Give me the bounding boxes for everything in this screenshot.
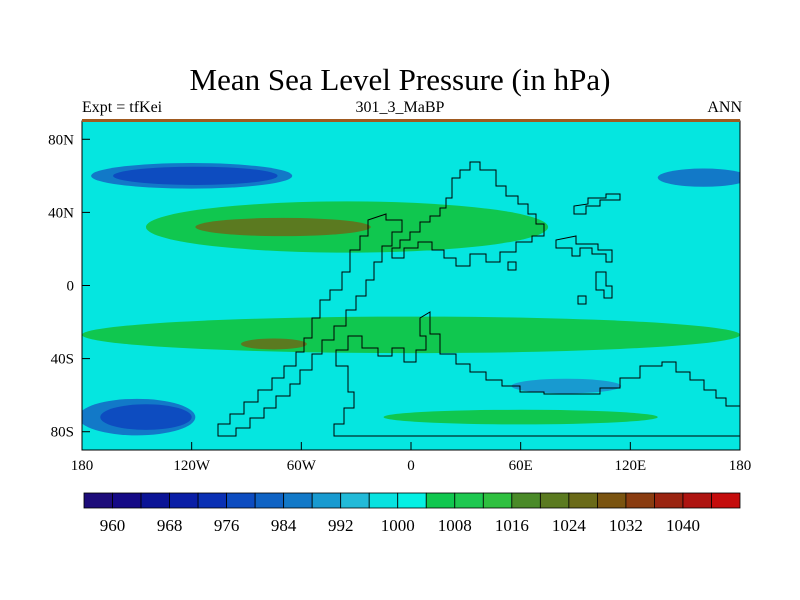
experiment-label: Expt = tfKei	[82, 99, 163, 116]
island-outline-4	[555, 235, 613, 263]
colorbar-label-5: 1000	[380, 516, 415, 535]
longitude-axis: 180 120W 60W 0 60E 120E 180	[71, 442, 752, 474]
colorbar-box-13	[454, 492, 484, 509]
lon-tick-label-5: 120E	[614, 458, 646, 474]
lon-tick-label-1: 120W	[173, 458, 211, 474]
pressure-region-10	[383, 409, 658, 425]
pressure-region-8	[100, 404, 192, 430]
case-label: 301_3_MaBP	[355, 99, 445, 116]
figure-title: Mean Sea Level Pressure (in hPa)	[189, 62, 611, 97]
colorbar-box-5	[226, 492, 256, 509]
colorbar-box-3	[169, 492, 199, 509]
island-outline-3	[577, 295, 587, 305]
island-outline-2	[595, 271, 613, 299]
colorbar-box-2	[140, 492, 170, 509]
colorbar-box-18	[596, 492, 627, 509]
colorbar-box-6	[254, 492, 285, 509]
colorbar-label-8: 1024	[551, 516, 586, 535]
colorbar-box-17	[568, 492, 598, 509]
pressure-region-2	[657, 168, 740, 187]
pressure-region-5	[82, 316, 740, 354]
pressure-region-1	[113, 166, 278, 185]
pressure-region-6	[241, 338, 307, 350]
continent-outline-north	[391, 161, 545, 267]
colorbar-box-21	[682, 492, 712, 509]
lat-tick-label-4: 80S	[51, 425, 74, 441]
island-outline-1	[573, 193, 621, 215]
colorbar-box-9	[340, 492, 370, 509]
colorbar-box-16	[539, 492, 570, 509]
continent-outline-west	[217, 213, 403, 437]
colorbar-box-8	[311, 492, 342, 509]
lat-tick-label-3: 40S	[51, 352, 74, 368]
colorbar-box-11	[397, 492, 427, 509]
lat-tick-label-2: 0	[67, 279, 75, 295]
colorbar-box-0	[83, 492, 113, 509]
colorbar-label-7: 1016	[494, 516, 529, 535]
colorbar-box-14	[482, 492, 513, 509]
pressure-contours	[82, 163, 740, 436]
lat-tick-label-1: 40N	[48, 205, 74, 221]
colorbar-box-10	[368, 492, 399, 509]
map-plot-area	[81, 119, 741, 451]
colorbar-box-1	[112, 492, 142, 509]
continent-outline-south	[333, 311, 740, 437]
island-outline-5	[507, 261, 517, 271]
top-edge-band	[82, 119, 740, 122]
colorbar-box-12	[425, 492, 456, 509]
colorbar-label-0: 960	[99, 516, 126, 535]
colorbar-label-6: 1008	[437, 516, 472, 535]
colorbar-box-4	[197, 492, 228, 509]
colorbar-label-9: 1032	[608, 516, 643, 535]
lon-tick-label-0: 180	[71, 458, 94, 474]
colorbar-label-3: 984	[270, 516, 297, 535]
lon-tick-label-4: 60E	[509, 458, 533, 474]
colorbar-label-2: 976	[213, 516, 240, 535]
lat-tick-label-0: 80N	[48, 132, 74, 148]
colorbar-box-22	[711, 492, 741, 509]
pressure-region-4	[195, 217, 371, 237]
pressure-region-9	[511, 378, 622, 394]
colorbar-box-19	[625, 492, 655, 509]
colorbar-label-10: 1040	[665, 516, 700, 535]
colorbar-box-20	[654, 492, 684, 509]
colorbar-label-1: 968	[156, 516, 183, 535]
colorbar	[83, 492, 741, 509]
lon-tick-label-3: 0	[407, 458, 415, 474]
colorbar-box-7	[283, 492, 313, 509]
colorbar-label-4: 992	[327, 516, 354, 535]
lon-tick-label-2: 60W	[287, 458, 317, 474]
continent-outlines	[217, 161, 740, 437]
lon-tick-label-6: 180	[729, 458, 752, 474]
season-label: ANN	[707, 99, 742, 116]
latitude-axis: 80N 40N 0 40S 80S	[48, 132, 90, 441]
colorbar-box-15	[511, 492, 541, 509]
